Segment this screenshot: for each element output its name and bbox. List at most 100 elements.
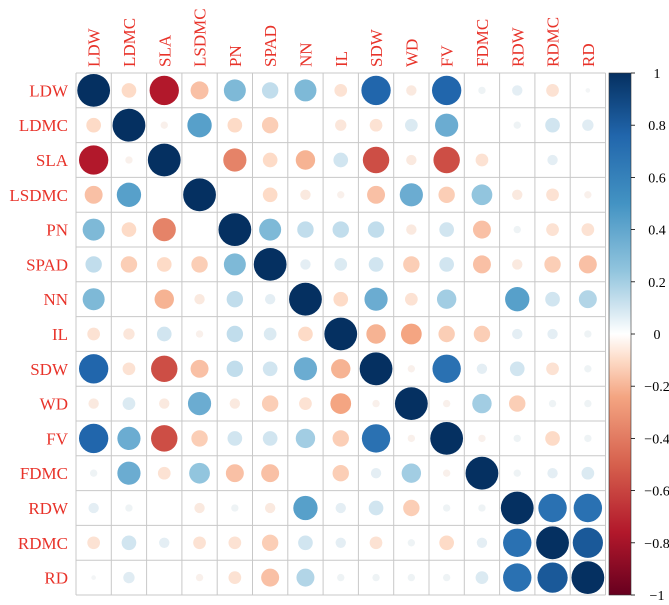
corr-circle-NN-RDMC bbox=[545, 291, 560, 307]
corr-circle-SPAD-SDW bbox=[368, 257, 384, 272]
corr-circle-IL-SPAD bbox=[263, 327, 277, 341]
col-label-SLA: SLA bbox=[155, 34, 174, 67]
corr-circle-IL-RDMC bbox=[547, 328, 558, 340]
row-label-SLA: SLA bbox=[36, 151, 69, 170]
corr-circle-WD-LDW bbox=[88, 398, 99, 409]
corr-circle-RDW-IL bbox=[335, 502, 346, 514]
row-label-RD: RD bbox=[44, 569, 68, 588]
corr-circle-FV-LSDMC bbox=[191, 430, 208, 447]
corr-circle-RDMC-RDMC bbox=[536, 526, 569, 560]
row-label-IL: IL bbox=[52, 325, 68, 344]
corr-circle-FDMC-RDW bbox=[513, 469, 521, 477]
corr-circle-FDMC-PN bbox=[225, 464, 244, 483]
corr-circle-WD-RD bbox=[584, 399, 592, 408]
row-label-PN: PN bbox=[46, 221, 68, 240]
corr-circle-FV-FV bbox=[430, 422, 464, 455]
corr-circle-LDW-LSDMC bbox=[190, 81, 209, 100]
corr-circle-FV-NN bbox=[295, 428, 316, 449]
corr-circle-WD-NN bbox=[299, 397, 312, 410]
corr-circle-SDW-RD bbox=[584, 365, 592, 373]
corr-circle-SLA-WD bbox=[406, 154, 417, 166]
corr-circle-RDMC-FV bbox=[439, 535, 454, 551]
corr-circle-FV-SPAD bbox=[262, 431, 278, 446]
corr-circle-RDMC-SPAD bbox=[261, 534, 279, 551]
corr-circle-FV-IL bbox=[332, 430, 349, 447]
corr-circle-LDW-NN bbox=[294, 79, 317, 102]
corr-circle-FV-LDMC bbox=[117, 426, 141, 450]
corr-circle-LDW-PN bbox=[223, 79, 246, 102]
corr-circle-FDMC-LSDMC bbox=[189, 462, 210, 484]
corr-circle-RDW-FDMC bbox=[478, 504, 486, 512]
corr-circle-RD-FV bbox=[442, 573, 451, 582]
corr-circle-FDMC-FV bbox=[442, 469, 451, 477]
corr-circle-SDW-NN bbox=[293, 357, 318, 381]
corr-circle-SPAD-SPAD bbox=[253, 248, 287, 281]
colorbar-tick-label: 0.4 bbox=[648, 224, 666, 239]
corr-circle-PN-WD bbox=[406, 224, 417, 235]
column-labels: LDW LDMC SLA LSDMC PN SPAD NN IL SDW WD FV FDMC RDW R… bbox=[85, 8, 598, 67]
corr-circle-IL-NN bbox=[298, 326, 313, 342]
corr-circle-NN-SLA bbox=[154, 289, 174, 309]
corr-circle-RD-SDW bbox=[372, 573, 380, 582]
corr-circle-RDMC-WD bbox=[407, 539, 416, 547]
col-label-LDW: LDW bbox=[85, 27, 104, 67]
corr-circle-LDW-LDMC bbox=[121, 83, 137, 98]
corr-circle-SPAD-SLA bbox=[156, 257, 172, 272]
corr-circle-LDW-RD bbox=[585, 88, 591, 93]
corr-circle-NN-PN bbox=[226, 291, 244, 308]
row-label-WD: WD bbox=[40, 395, 68, 414]
corr-circle-WD-IL bbox=[330, 393, 352, 414]
corr-circle-LDW-IL bbox=[334, 84, 348, 97]
corr-circle-PN-FDMC bbox=[472, 220, 491, 239]
colorbar-tick-label: −0.8 bbox=[644, 537, 669, 552]
correlation-circles bbox=[77, 74, 605, 594]
corr-circle-RDW-SPAD bbox=[264, 502, 276, 514]
corr-circle-PN-RDW bbox=[513, 225, 521, 234]
colorbar-tick-label: 0.6 bbox=[648, 171, 666, 186]
colorbar-tick-label: 1 bbox=[654, 67, 661, 82]
corr-circle-NN-SPAD bbox=[264, 294, 276, 305]
corr-circle-SLA-LDW bbox=[78, 145, 109, 175]
corr-circle-PN-RD bbox=[581, 223, 595, 236]
corr-circle-SPAD-LSDMC bbox=[191, 256, 208, 273]
corr-circle-RD-IL bbox=[337, 573, 345, 582]
corr-circle-RDW-LDW bbox=[88, 502, 99, 514]
corr-circle-RD-NN bbox=[296, 568, 315, 587]
corr-circle-LDMC-PN bbox=[227, 117, 243, 133]
row-label-SDW: SDW bbox=[30, 360, 69, 379]
corr-circle-RDW-PN bbox=[231, 504, 239, 512]
corr-circle-FDMC-LDW bbox=[89, 469, 98, 477]
corr-circle-SLA-SDW bbox=[362, 146, 390, 174]
colorbar-tick-label: −0.4 bbox=[644, 432, 669, 447]
corr-circle-WD-SPAD bbox=[261, 395, 279, 412]
corr-circle-PN-PN bbox=[218, 213, 252, 247]
corr-circle-NN-WD bbox=[404, 292, 418, 306]
corr-circle-LSDMC-RDMC bbox=[546, 188, 559, 202]
corr-circle-SPAD-FV bbox=[439, 257, 454, 272]
corr-circle-LDW-FV bbox=[431, 75, 462, 106]
corr-circle-RDW-RDMC bbox=[538, 493, 567, 523]
corr-circle-IL-WD bbox=[400, 323, 422, 345]
colorbar-tick-label: 0.2 bbox=[648, 276, 666, 291]
corr-circle-SDW-SLA bbox=[151, 355, 178, 383]
corr-circle-IL-PN bbox=[226, 325, 244, 343]
col-label-PN: PN bbox=[226, 45, 245, 67]
corr-circle-RDMC-RDW bbox=[503, 528, 532, 558]
corr-circle-FV-SDW bbox=[361, 424, 391, 453]
corr-circle-SPAD-NN bbox=[300, 259, 311, 270]
corr-circle-RDW-FV bbox=[442, 504, 451, 512]
corr-circle-IL-LSDMC bbox=[195, 330, 204, 338]
corr-circle-SDW-LSDMC bbox=[190, 359, 209, 378]
corr-circle-RDMC-LDW bbox=[87, 536, 101, 550]
corr-circle-WD-SLA bbox=[159, 398, 170, 409]
col-label-RDW: RDW bbox=[508, 26, 527, 67]
row-label-NN: NN bbox=[43, 290, 68, 309]
corr-circle-SPAD-RDMC bbox=[544, 256, 561, 273]
corr-circle-LDMC-LDMC bbox=[112, 108, 146, 142]
corr-circle-RDW-NN bbox=[293, 495, 318, 521]
row-label-SPAD: SPAD bbox=[26, 255, 68, 274]
corr-circle-FDMC-FDMC bbox=[465, 456, 499, 490]
corr-circle-SLA-SLA bbox=[147, 143, 181, 177]
corr-circle-RD-PN bbox=[228, 571, 242, 584]
corr-circle-WD-PN bbox=[229, 398, 241, 409]
